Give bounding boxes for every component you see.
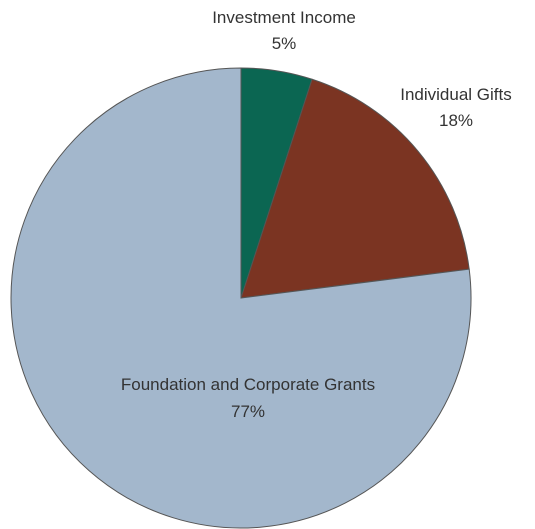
slice-label-individual-gifts: Individual Gifts <box>400 85 512 104</box>
slice-value-label-investment-income: 5% <box>272 34 297 53</box>
pie-slice-individual-gifts <box>240 78 470 299</box>
slice-label-foundation-and-corporate-grants: Foundation and Corporate Grants <box>121 375 375 394</box>
slice-label-investment-income: Investment Income <box>212 8 356 27</box>
pie-slice-foundation-and-corporate-grants <box>10 67 472 529</box>
pie-labels: Investment Income 5% Individual Gifts 18% Fo… <box>121 8 512 421</box>
slice-value-label-individual-gifts: 18% <box>439 111 473 130</box>
pie-slices <box>10 67 472 529</box>
slice-value-label-foundation-and-corporate-grants: 77% <box>231 402 265 421</box>
